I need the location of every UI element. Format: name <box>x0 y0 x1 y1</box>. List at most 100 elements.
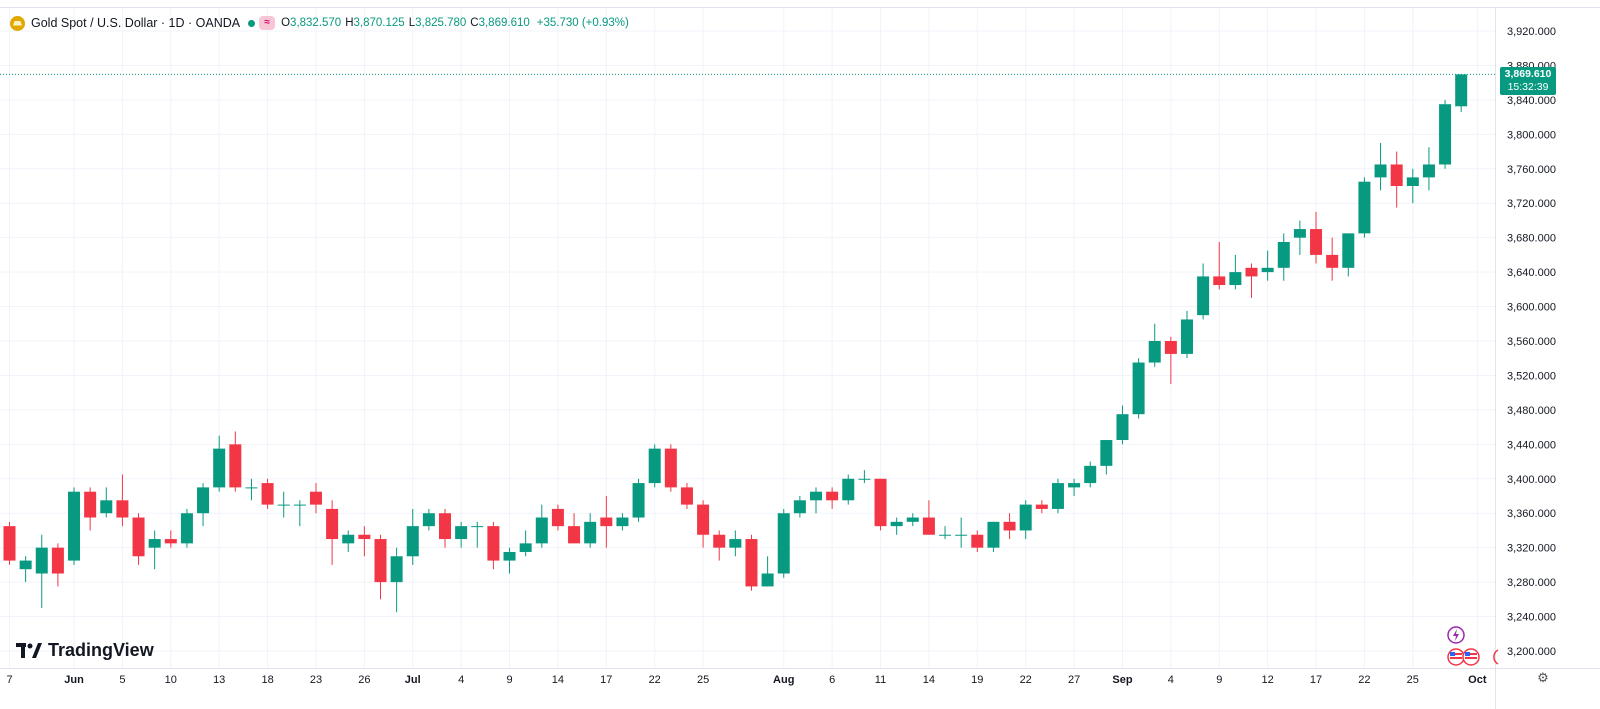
x-tick-label: 22 <box>649 674 661 686</box>
x-tick-label: 23 <box>310 674 322 686</box>
candle-body <box>987 521 1000 548</box>
x-tick-label: 7 <box>6 674 12 686</box>
candle-body <box>1035 504 1048 509</box>
x-tick-label: 9 <box>1216 674 1222 686</box>
candle-body <box>1213 276 1226 286</box>
x-tick-label: 19 <box>971 674 983 686</box>
x-tick-label: 27 <box>1068 674 1080 686</box>
candle-body <box>84 491 97 518</box>
x-tick-label: 25 <box>1407 674 1419 686</box>
close-label: C <box>470 17 479 29</box>
candle-body <box>358 534 371 540</box>
candle-body <box>890 521 903 527</box>
us-flag-event-icon[interactable] <box>1447 648 1465 666</box>
y-tick-label: 3,640.000 <box>1507 267 1556 279</box>
candle-body <box>568 526 581 544</box>
candle-body <box>1132 362 1145 415</box>
candle-body <box>826 491 839 501</box>
x-tick-label: 18 <box>261 674 273 686</box>
x-tick-label: 6 <box>829 674 835 686</box>
y-tick-label: 3,720.000 <box>1507 198 1556 210</box>
candle-body <box>842 478 855 501</box>
candle-body <box>648 448 661 484</box>
candle-body <box>519 543 532 552</box>
x-tick-label: 12 <box>1262 674 1274 686</box>
x-tick-label: Aug <box>773 674 794 686</box>
candle-body <box>1293 229 1306 238</box>
x-tick-label: 25 <box>697 674 709 686</box>
y-tick-label: 3,320.000 <box>1507 543 1556 555</box>
candle-body <box>1310 229 1323 255</box>
candle-body <box>793 500 806 514</box>
candle-body <box>1019 504 1032 531</box>
candle-body <box>245 487 258 489</box>
low-label: L <box>408 17 416 29</box>
candle-body <box>277 504 290 506</box>
y-tick-label: 3,400.000 <box>1507 474 1556 486</box>
x-tick-label: Sep <box>1112 674 1132 686</box>
y-tick-label: 3,600.000 <box>1507 302 1556 314</box>
y-tick-label: 3,520.000 <box>1507 370 1556 382</box>
x-tick-label: 11 <box>875 674 886 686</box>
symbol-title: Gold Spot / U.S. Dollar · 1D · OANDA <box>31 16 241 30</box>
candle-body <box>455 526 468 540</box>
high-value: 3,870.125 <box>353 17 405 29</box>
candle-body <box>1180 319 1193 354</box>
open-label: O <box>281 17 291 29</box>
candle-body <box>1068 483 1081 488</box>
change-value: +35.730 (+0.93%) <box>536 17 629 29</box>
x-tick-label: Jul <box>405 674 421 686</box>
x-tick-label: 5 <box>119 674 125 686</box>
chart-settings-gear-icon[interactable]: ⚙ <box>1537 670 1549 685</box>
candle-body <box>1342 233 1355 268</box>
candle-body <box>487 526 500 561</box>
close-value: 3,869.610 <box>478 17 530 29</box>
high-label: H <box>345 17 354 29</box>
candle-body <box>874 478 887 527</box>
data-delay-badge[interactable]: ≈ <box>259 16 276 30</box>
candle-body <box>326 508 339 540</box>
candle-body <box>810 491 822 501</box>
candle-body <box>939 534 952 536</box>
symbol-header[interactable]: Gold Spot / U.S. Dollar · 1D · OANDA ≈ O… <box>10 13 629 33</box>
candle-body <box>197 487 210 514</box>
last-price-tag: 3,869.610 15:32:39 <box>1500 67 1556 95</box>
lightning-event-icon[interactable] <box>1447 626 1465 644</box>
candle-body <box>1261 267 1274 273</box>
candle-body <box>213 448 226 488</box>
candle-body <box>148 539 161 548</box>
candle-body <box>584 521 597 544</box>
candle-body <box>761 573 774 587</box>
candle-body <box>664 448 677 488</box>
candle-body <box>858 478 871 480</box>
candle-body <box>439 513 452 540</box>
x-tick-label: 9 <box>506 674 512 686</box>
y-tick-label: 3,440.000 <box>1507 439 1556 451</box>
x-tick-label: 22 <box>1358 674 1370 686</box>
candle-body <box>35 547 48 574</box>
candle-body <box>729 539 742 548</box>
candle-body <box>51 547 64 574</box>
us-flag-event-icon-2[interactable] <box>1462 648 1480 666</box>
tradingview-logo[interactable]: TradingView <box>16 640 154 661</box>
y-tick-label: 3,560.000 <box>1507 336 1556 348</box>
candle-body <box>777 513 790 574</box>
candle-body <box>1229 272 1242 286</box>
candle-body <box>713 534 726 548</box>
us-flag-event-icon-3[interactable] <box>1493 649 1499 665</box>
candle-body <box>1422 164 1435 178</box>
candle-body <box>471 526 484 528</box>
x-tick-label: Jun <box>64 674 84 686</box>
y-tick-label: 3,920.000 <box>1507 26 1556 38</box>
x-tick-label: 14 <box>923 674 935 686</box>
candle-body <box>1358 181 1371 234</box>
candle-body <box>1406 177 1419 186</box>
candle-body <box>745 539 758 587</box>
candle-body <box>971 534 984 548</box>
candle-body <box>293 504 306 506</box>
bar-countdown: 15:32:39 <box>1507 81 1549 93</box>
event-icons[interactable] <box>1446 624 1506 674</box>
market-status[interactable]: ≈ <box>248 16 276 30</box>
